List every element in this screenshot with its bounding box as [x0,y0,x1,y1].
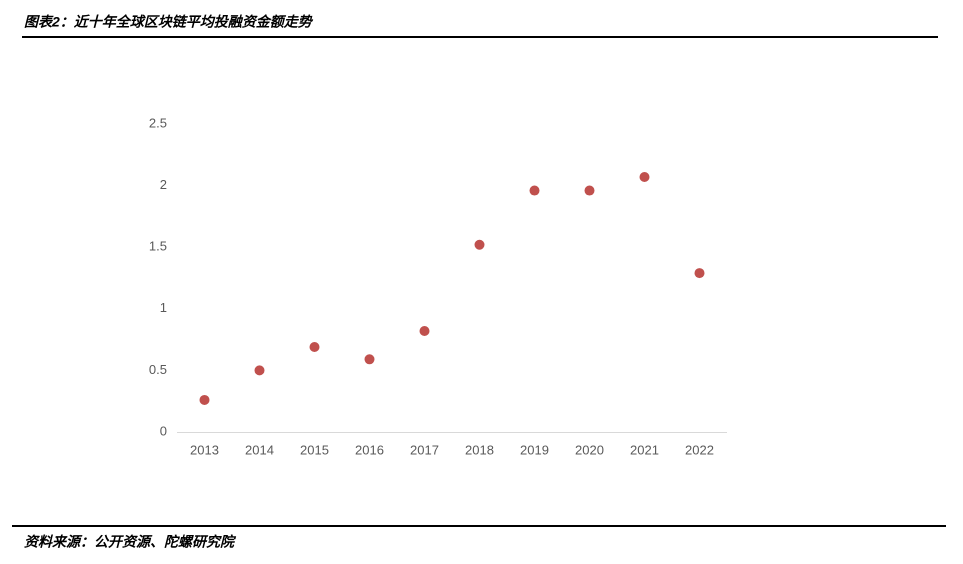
point [639,171,650,182]
x-tick-label: 2020 [575,442,604,457]
x-tick-label: 2022 [685,442,714,457]
y-tick-label: 0 [160,423,167,438]
point [529,185,540,196]
x-tick-label: 2021 [630,442,659,457]
x-tick-label: 2016 [355,442,384,457]
point [364,354,375,365]
y-tick-label: 2.5 [149,115,167,130]
y-tick-label: 1.5 [149,239,167,254]
point [199,394,210,405]
source-note: 资料来源：公开资源、陀螺研究院 [24,534,237,550]
chart-title: 图表2：近十年全球区块链平均投融资金额走势 [24,14,314,30]
x-tick-label: 2018 [465,442,494,457]
point [474,239,485,250]
x-tick-label: 2015 [300,442,329,457]
x-tick-label: 2019 [520,442,549,457]
point [584,185,595,196]
x-tick-label: 2013 [190,442,219,457]
x-tick-label: 2017 [410,442,439,457]
point [254,365,265,376]
x-tick-label: 2014 [245,442,274,457]
point [694,268,705,279]
y-tick-label: 1 [160,300,167,315]
y-tick-label: 0.5 [149,362,167,377]
y-tick-label: 2 [160,177,167,192]
point [309,341,320,352]
point [419,325,430,336]
